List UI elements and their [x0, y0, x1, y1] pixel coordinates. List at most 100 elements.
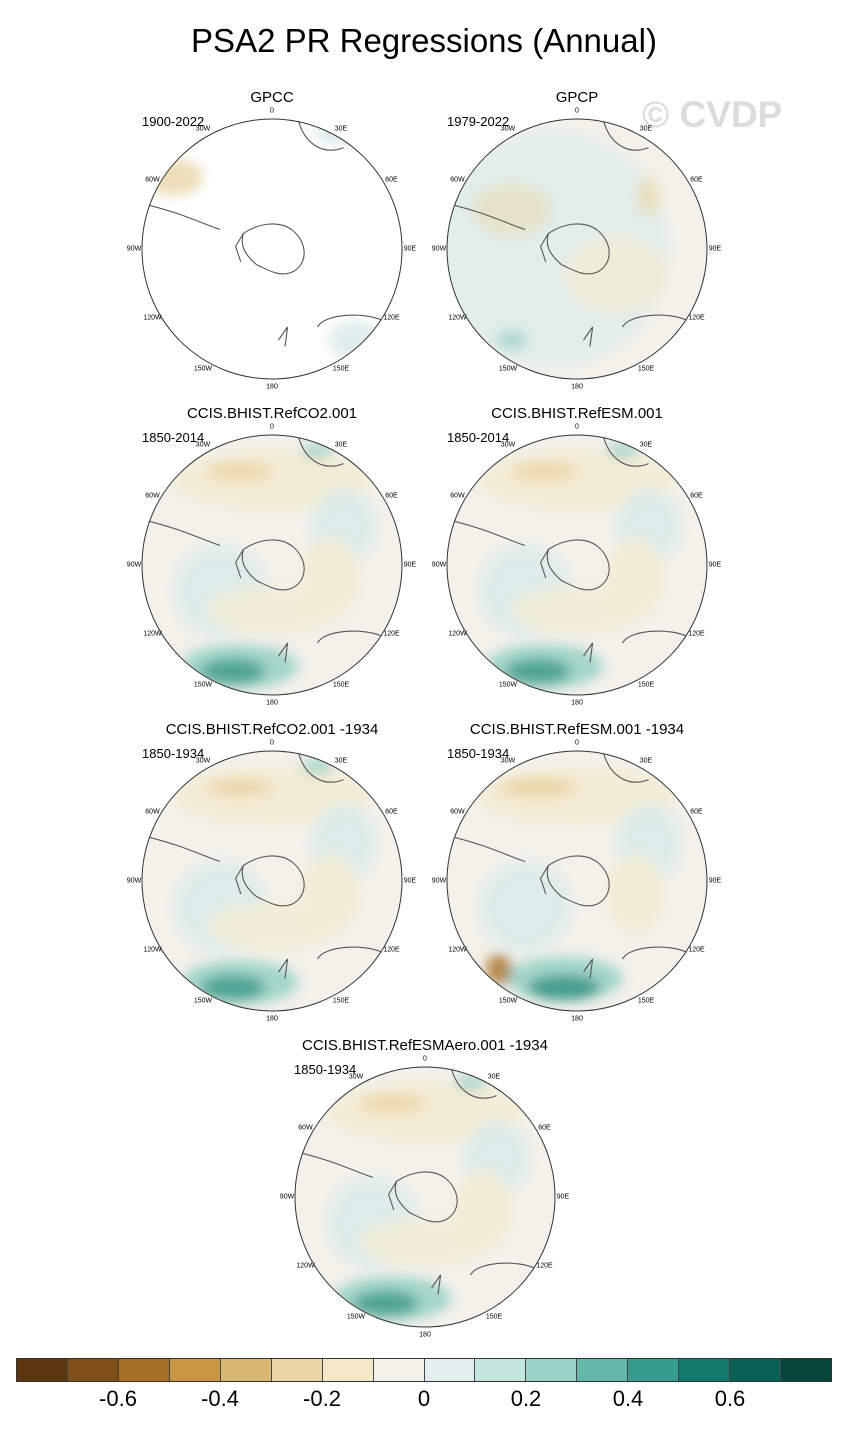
new-zealand-outline: [278, 642, 289, 663]
lon-label: 120E: [383, 630, 400, 638]
panel-title-gpcc: GPCC: [250, 89, 294, 106]
lon-label: 150E: [637, 365, 655, 372]
antarctica-outline: [546, 855, 610, 907]
lon-label: 120E: [688, 630, 705, 638]
lon-label: 180: [571, 699, 583, 707]
anomaly-patch: [496, 329, 528, 351]
lon-label: 150W: [346, 1313, 366, 1320]
precip-field: [174, 758, 376, 1005]
map-rim: [294, 1066, 556, 1328]
south-america-outline: [295, 1150, 374, 1179]
africa-outline: [297, 751, 344, 783]
anomaly-patch: [486, 953, 512, 985]
australia-outline: [622, 314, 688, 328]
panel-title-refco2_1934: CCIS.BHIST.RefCO2.001 -1934: [165, 721, 379, 738]
lon-label: 150W: [498, 997, 518, 1004]
panel-period-refesm_1934: 1850-1934: [447, 746, 510, 761]
anomaly-patch: [200, 974, 266, 1001]
south-america-outline: [142, 518, 221, 547]
lon-label: 120E: [688, 314, 705, 322]
lon-label: 90W: [431, 561, 447, 569]
lon-label: 60E: [385, 176, 398, 184]
lon-label: 60W: [450, 808, 465, 816]
antarctica-outline: [241, 855, 305, 907]
map-rim: [141, 434, 403, 696]
lon-label: 180: [419, 1331, 431, 1339]
south-america-outline: [142, 202, 221, 231]
panel-period-refco2_1934: 1850-1934: [142, 746, 205, 761]
anomaly-patch: [505, 658, 571, 685]
colorbar-swatch: [526, 1359, 578, 1381]
panel-period-gpcp: 1979-2022: [447, 114, 510, 129]
peninsula-outline: [234, 865, 244, 895]
anomaly-patch: [564, 236, 668, 314]
coastlines: [447, 751, 688, 979]
antarctica-outline: [546, 539, 610, 591]
anomaly-patch: [207, 778, 272, 797]
panel-title-refesmaero_1934: CCIS.BHIST.RefESMAero.001 -1934: [302, 1037, 548, 1054]
coastlines: [142, 435, 383, 663]
lon-label: 180: [266, 699, 278, 707]
polar-map-refco2_1934: [141, 750, 403, 1012]
lon-label: 180: [571, 383, 583, 391]
lon-label: 120E: [383, 946, 400, 954]
lon-label: 120E: [536, 1262, 553, 1270]
australia-outline: [317, 314, 383, 328]
lon-label: 180: [266, 1015, 278, 1023]
africa-outline: [297, 119, 344, 151]
panel-period-gpcc: 1900-2022: [142, 114, 205, 129]
new-zealand-outline: [278, 326, 289, 347]
peninsula-outline: [539, 865, 549, 895]
map-rim: [446, 118, 708, 380]
panel-period-refco2: 1850-2014: [142, 430, 205, 445]
lon-label: 30E: [639, 441, 653, 449]
coastlines: [447, 119, 688, 347]
panel-title-refco2: CCIS.BHIST.RefCO2.001: [186, 405, 358, 422]
lon-label: 30E: [639, 757, 653, 765]
lon-label: 150E: [332, 681, 350, 688]
anomaly-patch: [606, 442, 639, 459]
map-rim: [446, 750, 708, 1012]
colorbar-swatch: [67, 1359, 119, 1381]
colorbar-tick-label: -0.4: [201, 1386, 239, 1411]
africa-outline: [602, 751, 649, 783]
anomaly-patch: [473, 184, 551, 236]
peninsula-outline: [234, 233, 244, 263]
south-america-outline: [447, 202, 526, 231]
lon-label: 150E: [637, 997, 655, 1004]
lon-label: 90E: [403, 245, 417, 253]
lon-label: 30W: [195, 441, 211, 449]
colorbar-tick-label: -0.6: [99, 1386, 137, 1411]
map-rim: [446, 434, 708, 696]
lon-label: 0: [575, 107, 579, 115]
lon-label: 60W: [450, 176, 465, 184]
new-zealand-outline: [583, 642, 594, 663]
map-rim: [141, 750, 403, 1012]
new-zealand-outline: [278, 958, 289, 979]
south-america-outline: [447, 834, 526, 863]
antarctica-outline: [241, 539, 305, 591]
lon-label: 60W: [298, 1124, 313, 1132]
australia-outline: [317, 946, 383, 960]
new-zealand-outline: [431, 1274, 442, 1295]
peninsula-outline: [234, 549, 244, 579]
colorbar-swatch: [679, 1359, 731, 1381]
anomaly-patch: [638, 177, 659, 217]
precip-field: [479, 767, 681, 1001]
lon-label: 120W: [296, 1262, 315, 1270]
anomaly-patch: [207, 587, 337, 634]
lon-label: 180: [571, 1015, 583, 1023]
lon-label: 60W: [450, 492, 465, 500]
antarctica-outline: [546, 223, 610, 275]
colorbar-tick-label: 0.2: [510, 1386, 542, 1411]
lon-label: 90W: [126, 245, 142, 253]
anomaly-patch: [207, 462, 272, 481]
lon-label: 90E: [708, 877, 722, 885]
lon-label: 30W: [195, 757, 211, 765]
polar-map-refesm_1934: [446, 750, 708, 1012]
lon-label: 90E: [556, 1193, 570, 1201]
africa-outline: [602, 435, 649, 467]
lon-label: 150E: [332, 365, 350, 372]
colorbar-tick-label: -0.2: [303, 1386, 341, 1411]
panel-title-refesm: CCIS.BHIST.RefESM.001: [491, 405, 663, 422]
